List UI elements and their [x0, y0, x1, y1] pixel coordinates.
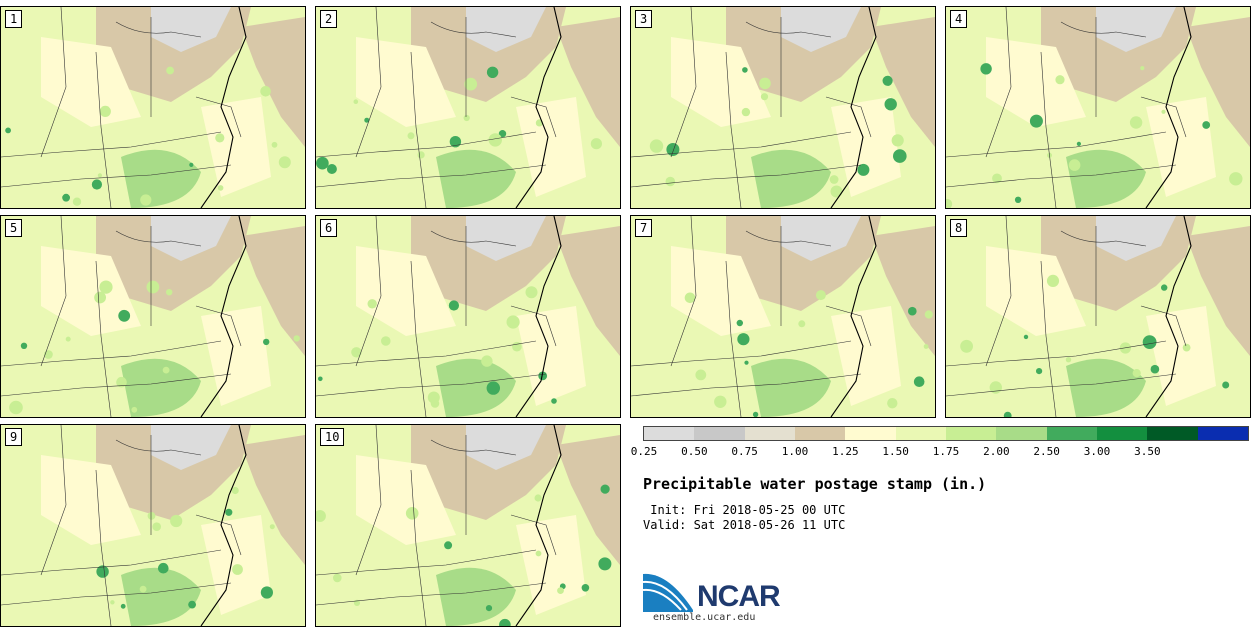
panel-label: 5 — [5, 219, 23, 237]
colorbar-segment — [744, 427, 795, 440]
map-panel-2: 2 — [315, 6, 621, 209]
panel-label: 6 — [320, 219, 338, 237]
colorbar-tick-label: 1.50 — [882, 445, 909, 458]
colorbar-tick-label: 0.50 — [681, 445, 708, 458]
chart-title: Precipitable water postage stamp (in.) — [643, 475, 987, 493]
colorbar-tick-label: 2.00 — [983, 445, 1010, 458]
colorbar-tick-label: 0.25 — [630, 445, 658, 458]
colorbar-tick-label: 2.50 — [1033, 445, 1060, 458]
colorbar-tick-label: 3.00 — [1083, 445, 1111, 458]
map-panel-10: 10 — [315, 424, 621, 627]
colorbar-tick-label: 1.00 — [781, 445, 809, 458]
colorbar-segment — [845, 427, 896, 440]
colorbar-segment — [694, 427, 745, 440]
panel-label: 2 — [320, 10, 338, 28]
panel-label: 4 — [950, 10, 968, 28]
ncar-logo-text: NCAR — [697, 580, 781, 613]
map-panel-5: 5 — [0, 215, 306, 418]
ncar-logo-icon — [643, 573, 693, 612]
colorbar-tick-label: 1.25 — [832, 445, 859, 458]
colorbar-segment — [895, 427, 946, 440]
colorbar-tick-label: 0.75 — [731, 445, 758, 458]
colorbar-segment — [1197, 427, 1248, 440]
colorbar-segment — [1096, 427, 1148, 440]
map-panel-4: 4 — [945, 6, 1251, 209]
map-panel-8: 8 — [945, 215, 1251, 418]
colorbar-segment — [945, 427, 997, 440]
panel-label: 1 — [5, 10, 23, 28]
panel-label: 7 — [635, 219, 653, 237]
colorbar-segment — [1046, 427, 1097, 440]
colorbar-segment — [1147, 427, 1198, 440]
map-panel-9: 9 — [0, 424, 306, 627]
panel-label: 10 — [320, 428, 345, 446]
init-time: Init: Fri 2018-05-25 00 UTC — [643, 503, 846, 517]
ensemble-url: ensemble.ucar.edu — [653, 612, 756, 623]
map-panel-3: 3 — [630, 6, 936, 209]
valid-time: Valid: Sat 2018-05-26 11 UTC — [643, 518, 846, 532]
colorbar-segment — [996, 427, 1047, 440]
panel-label: 8 — [950, 219, 968, 237]
colorbar-tick-label: 1.75 — [932, 445, 960, 458]
panel-label: 3 — [635, 10, 653, 28]
colorbar — [643, 426, 1249, 441]
map-panel-6: 6 — [315, 215, 621, 418]
colorbar-segment — [794, 427, 846, 440]
map-panel-7: 7 — [630, 215, 936, 418]
panel-label: 9 — [5, 428, 23, 446]
map-panel-1: 1 — [0, 6, 306, 209]
colorbar-segment — [644, 427, 695, 440]
colorbar-tick-label: 3.50 — [1134, 445, 1161, 458]
